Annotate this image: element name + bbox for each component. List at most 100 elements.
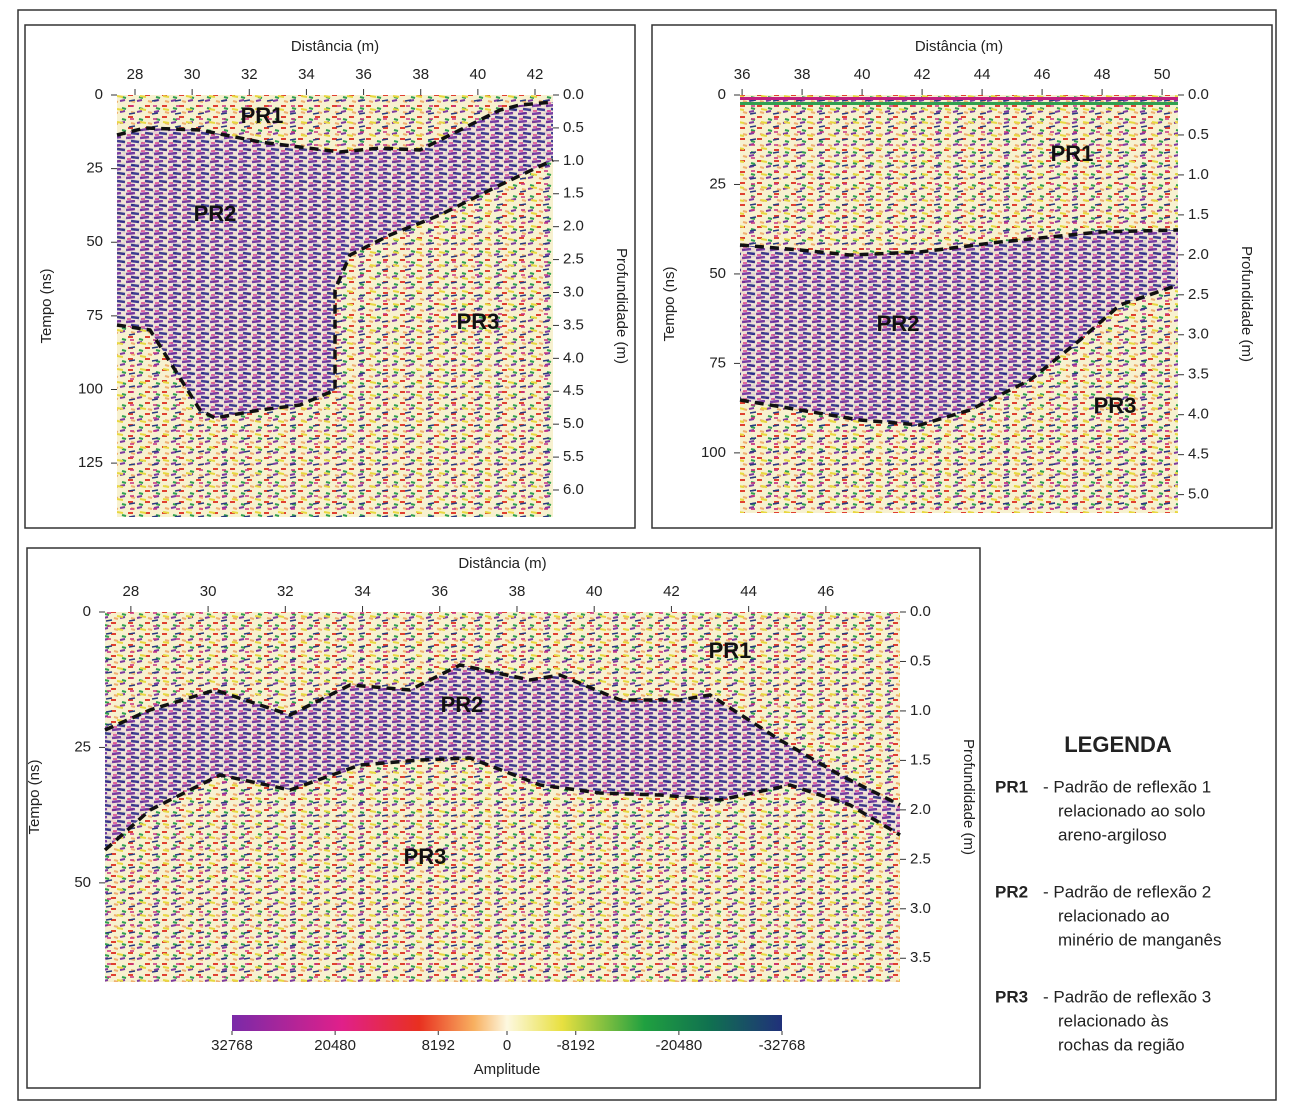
colorbar-tick-label: -32768 xyxy=(759,1037,806,1054)
x-tick-label: 28 xyxy=(123,583,140,600)
x-tick-label: 34 xyxy=(354,583,371,600)
colorbar xyxy=(232,1015,782,1031)
legend-title: LEGENDA xyxy=(1064,732,1172,757)
boundary xyxy=(739,283,1179,427)
legend-code: PR3 xyxy=(995,987,1028,1006)
y-axis-title: Tempo (ns) xyxy=(26,759,43,834)
x-tick-label: 48 xyxy=(1094,66,1111,83)
zone-label: PR2 xyxy=(877,311,920,336)
y2-axis-title: Profundidade (m) xyxy=(1238,246,1255,362)
y-tick-label: 125 xyxy=(78,454,103,471)
zone-label: PR3 xyxy=(457,309,500,334)
y2-tick-label: 1.5 xyxy=(1188,206,1209,223)
pr2-region xyxy=(105,665,900,850)
legend-text: rochas da região xyxy=(1058,1035,1185,1054)
y2-tick-label: 3.0 xyxy=(910,900,931,917)
x-tick-label: 46 xyxy=(818,583,835,600)
y2-tick-label: 0.0 xyxy=(563,86,584,103)
panel-frame xyxy=(651,24,1273,529)
zone-label: PR3 xyxy=(404,844,447,869)
x-axis-title: Distância (m) xyxy=(915,38,1003,55)
panel-frame xyxy=(26,547,981,1089)
y2-tick-label: 0.5 xyxy=(1188,126,1209,143)
x-tick-label: 36 xyxy=(355,66,372,83)
legend-text: - Padrão de reflexão 1 xyxy=(1043,777,1211,796)
x-tick-label: 32 xyxy=(277,583,294,600)
y-tick-label: 25 xyxy=(709,175,726,192)
zone-label: PR1 xyxy=(709,638,752,663)
y2-tick-label: 5.0 xyxy=(563,415,584,432)
y2-tick-label: 2.0 xyxy=(563,218,584,235)
surface-band xyxy=(740,102,1178,105)
colorbar-tick-label: 0 xyxy=(503,1037,511,1054)
legend-text: relacionado às xyxy=(1058,1011,1169,1030)
y2-tick-label: 4.5 xyxy=(563,382,584,399)
y2-tick-label: 0.0 xyxy=(910,603,931,620)
y2-tick-label: 2.5 xyxy=(1188,286,1209,303)
colorbar-tick-label: 8192 xyxy=(422,1037,455,1054)
legend-text: minério de manganês xyxy=(1058,930,1221,949)
y-tick-label: 100 xyxy=(78,380,103,397)
y2-tick-label: 2.5 xyxy=(563,251,584,268)
y2-tick-label: 3.5 xyxy=(563,316,584,333)
zone-label: PR2 xyxy=(441,692,484,717)
y-tick-label: 0 xyxy=(718,86,726,103)
pr2-region xyxy=(117,102,553,418)
x-axis-title: Distância (m) xyxy=(291,38,379,55)
y2-axis-title: Profundidade (m) xyxy=(613,248,630,364)
y2-tick-label: 3.5 xyxy=(1188,366,1209,383)
y-tick-label: 50 xyxy=(86,233,103,250)
x-tick-label: 42 xyxy=(914,66,931,83)
y2-tick-label: 1.5 xyxy=(910,751,931,768)
zone-label: PR1 xyxy=(241,103,284,128)
x-tick-label: 32 xyxy=(241,66,258,83)
y2-tick-label: 2.0 xyxy=(1188,246,1209,263)
y2-tick-label: 1.0 xyxy=(910,702,931,719)
outer-frame xyxy=(17,9,1277,1101)
x-tick-label: 44 xyxy=(974,66,991,83)
boundary xyxy=(739,228,1179,257)
y2-tick-label: 4.5 xyxy=(1188,446,1209,463)
y-tick-label: 50 xyxy=(74,874,91,891)
x-tick-label: 38 xyxy=(509,583,526,600)
y-tick-label: 25 xyxy=(74,738,91,755)
colorbar-label: Amplitude xyxy=(474,1061,541,1078)
y2-tick-label: 3.5 xyxy=(910,949,931,966)
colorbar-tick-label: -20480 xyxy=(656,1037,703,1054)
y2-tick-label: 0.5 xyxy=(910,652,931,669)
x-tick-label: 40 xyxy=(586,583,603,600)
x-tick-label: 36 xyxy=(431,583,448,600)
y2-tick-label: 4.0 xyxy=(563,349,584,366)
y-axis-title: Tempo (ns) xyxy=(661,266,678,341)
x-tick-label: 30 xyxy=(184,66,201,83)
x-tick-label: 40 xyxy=(854,66,871,83)
colorbar-tick-label: 32768 xyxy=(211,1037,253,1054)
x-tick-label: 38 xyxy=(794,66,811,83)
y2-tick-label: 0.5 xyxy=(563,119,584,136)
boundary xyxy=(104,663,901,807)
x-tick-label: 46 xyxy=(1034,66,1051,83)
y2-tick-label: 3.0 xyxy=(1188,326,1209,343)
x-axis-title: Distância (m) xyxy=(458,555,546,572)
y2-tick-label: 1.5 xyxy=(563,185,584,202)
y2-tick-label: 6.0 xyxy=(563,481,584,498)
y-tick-label: 75 xyxy=(709,354,726,371)
zone-label: PR1 xyxy=(1051,141,1094,166)
legend-text: - Padrão de reflexão 2 xyxy=(1043,882,1211,901)
y2-tick-label: 5.0 xyxy=(1188,486,1209,503)
y2-tick-label: 5.5 xyxy=(563,448,584,465)
zone-label: PR2 xyxy=(194,201,237,226)
radargram xyxy=(105,612,900,982)
colorbar-tick-label: 20480 xyxy=(314,1037,356,1054)
legend-code: PR2 xyxy=(995,882,1028,901)
boundary xyxy=(116,158,554,420)
y-tick-label: 0 xyxy=(95,86,103,103)
panel-frame xyxy=(24,24,636,529)
legend-code: PR1 xyxy=(995,777,1028,796)
y-tick-label: 25 xyxy=(86,160,103,177)
y-tick-label: 50 xyxy=(709,265,726,282)
y2-tick-label: 1.0 xyxy=(563,152,584,169)
x-tick-label: 30 xyxy=(200,583,217,600)
x-tick-label: 36 xyxy=(734,66,751,83)
